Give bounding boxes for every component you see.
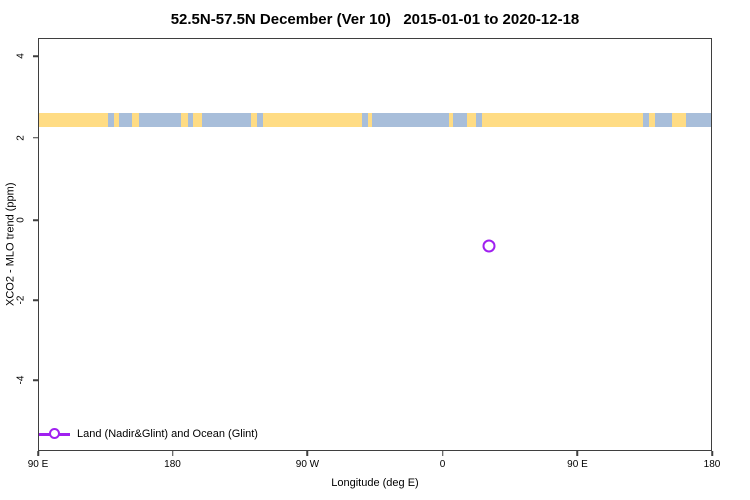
x-axis-ticks: 90 E 180 90 W 0 90 E 180 — [28, 451, 720, 475]
y-tick-mark — [33, 137, 38, 139]
x-tick-mark — [37, 451, 39, 456]
legend: Land (Nadir&Glint) and Ocean (Glint) — [39, 426, 711, 442]
map-band-segment-land — [649, 112, 655, 127]
map-band — [39, 112, 711, 127]
legend-open-circle-icon — [49, 428, 60, 439]
map-band-segment-ocean — [257, 112, 263, 127]
map-band-segment-ocean — [118, 112, 132, 127]
map-band-segment-ocean — [452, 112, 468, 127]
map-band-segment-land — [251, 112, 258, 127]
y-tick-mark — [33, 55, 38, 57]
map-band-segment-ocean — [643, 112, 650, 127]
x-tick-label: 180 — [164, 459, 181, 470]
data-point-marker — [482, 239, 496, 253]
map-band-segment-land — [262, 112, 363, 127]
map-band-segment-ocean — [686, 112, 711, 127]
map-band-segment-land — [448, 112, 453, 127]
map-band-segment-ocean — [202, 112, 252, 127]
x-tick-label: 90 E — [27, 459, 49, 470]
y-tick-mark — [33, 299, 38, 301]
y-tick-label: 2 — [15, 135, 27, 141]
map-band-segment-land — [481, 112, 644, 127]
plot-area: Land (Nadir&Glint) and Ocean (Glint) — [38, 38, 712, 451]
y-tick-label: 4 — [15, 53, 27, 59]
map-band-segment-ocean — [107, 112, 115, 127]
x-tick-mark — [171, 451, 174, 456]
x-tick-mark — [306, 451, 309, 456]
map-band-segment-land — [192, 112, 203, 127]
chart-title: 52.5N-57.5N December (Ver 10) 2015-01-01… — [170, 11, 580, 28]
x-tick-label: 90 W — [295, 459, 320, 470]
x-axis-title: Longitude (deg E) — [331, 477, 419, 489]
map-band-segment-ocean — [372, 112, 449, 127]
map-band-segment-land — [39, 112, 108, 127]
y-tick-label: 0 — [15, 217, 27, 223]
map-band-segment-land — [131, 112, 140, 127]
map-band-segment-land — [181, 112, 188, 127]
x-tick-mark — [576, 451, 579, 456]
map-band-segment-ocean — [654, 112, 673, 127]
map-band-segment-ocean — [139, 112, 182, 127]
y-tick-mark — [33, 379, 38, 381]
x-tick-label: 0 — [439, 459, 446, 470]
legend-label: Land (Nadir&Glint) and Ocean (Glint) — [77, 428, 258, 440]
y-tick-label: -2 — [15, 295, 27, 305]
x-tick-label: 90 E — [567, 459, 588, 470]
x-tick-mark — [711, 451, 713, 456]
map-band-segment-ocean — [475, 112, 482, 127]
map-band-segment-land — [672, 112, 687, 127]
y-tick-label: -4 — [15, 375, 27, 385]
x-tick-mark — [441, 451, 444, 456]
y-axis-ticks: 4 2 0 -2 -4 — [0, 38, 38, 451]
y-tick-mark — [33, 219, 38, 221]
map-band-segment-land — [114, 112, 119, 127]
map-band-segment-land — [467, 112, 476, 127]
x-tick-label: 180 — [703, 459, 721, 470]
map-band-segment-land — [368, 112, 373, 127]
map-band-segment-ocean — [362, 112, 369, 127]
map-band-segment-ocean — [187, 112, 193, 127]
